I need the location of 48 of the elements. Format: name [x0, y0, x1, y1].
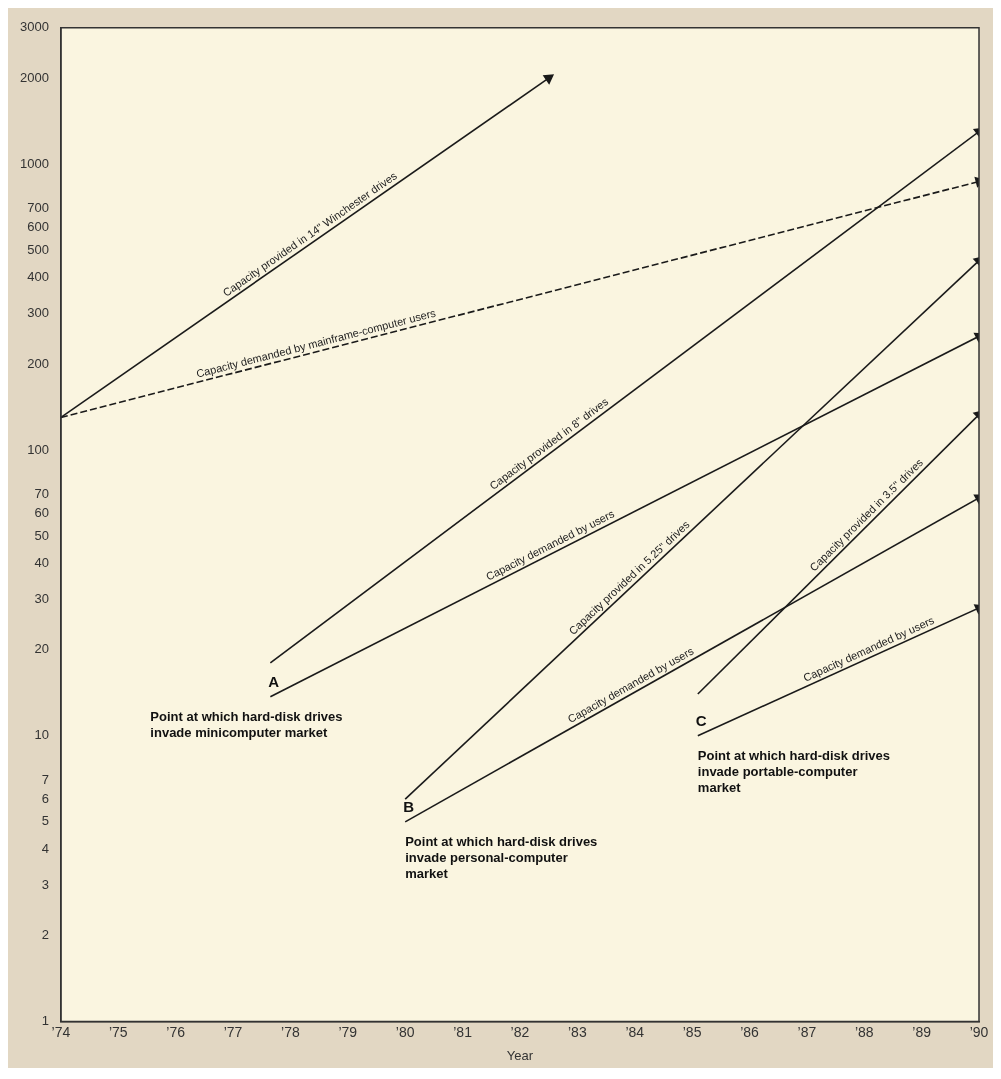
y-tick-label: 60 [34, 504, 49, 520]
x-tick-label: ’85 [682, 1023, 702, 1040]
y-tick-label: 600 [27, 219, 49, 235]
x-tick-label: ’77 [223, 1023, 243, 1040]
y-tick-label: 300 [27, 305, 49, 321]
x-tick-label: ’88 [854, 1023, 874, 1040]
y-tick-label: 5 [41, 813, 49, 829]
y-tick-label: 1 [41, 1013, 49, 1029]
y-tick-label: 50 [34, 527, 49, 543]
x-tick-label: ’79 [338, 1023, 358, 1040]
x-tick-label: ’84 [625, 1023, 645, 1040]
y-tick-label: 500 [27, 241, 49, 257]
y-tick-label: 100 [27, 441, 49, 457]
x-tick-label: ’74 [51, 1023, 71, 1040]
y-tick-label: 400 [27, 269, 49, 285]
x-tick-label: ’80 [395, 1023, 415, 1040]
y-tick-label: 6 [41, 790, 49, 806]
y-tick-label: 700 [27, 200, 49, 216]
annotation: Point at which hard-disk drives invade minicomputer market [150, 708, 343, 740]
x-tick-label: ’83 [568, 1023, 587, 1040]
annotation: A [268, 673, 280, 691]
annotation: C [695, 712, 707, 730]
annotation: B [403, 798, 415, 816]
y-tick-label: 2 [41, 927, 49, 943]
x-tick-label: ’76 [166, 1023, 186, 1040]
x-tick-label: ’90 [969, 1023, 989, 1040]
y-tick-label: 3000 [20, 19, 49, 35]
y-tick-label: 7 [41, 771, 49, 787]
x-axis-title: Year [506, 1047, 534, 1063]
x-tick-label: ’89 [912, 1023, 932, 1040]
y-tick-label: 70 [34, 485, 49, 501]
y-tick-label: 10 [34, 727, 49, 743]
y-tick-label: 2000 [20, 69, 49, 85]
x-tick-label: ’87 [797, 1023, 817, 1040]
y-tick-label: 4 [41, 841, 49, 857]
y-tick-label: 20 [34, 641, 49, 657]
x-tick-label: ’81 [453, 1023, 473, 1040]
y-tick-label: 200 [27, 355, 49, 371]
x-tick-label: ’78 [281, 1023, 300, 1040]
x-tick-label: ’82 [510, 1023, 530, 1040]
x-tick-label: ’75 [108, 1023, 128, 1040]
y-tick-label: 3 [41, 876, 49, 892]
x-tick-label: ’86 [740, 1023, 760, 1040]
y-tick-label: 30 [34, 591, 49, 606]
annotation: Point at which hard-disk drives invade personal-computer market [405, 833, 598, 881]
y-tick-label: 40 [34, 555, 49, 571]
y-tick-label: 1000 [20, 155, 49, 171]
annotation: Point at which hard-disk drives invade portable-computer market [697, 747, 890, 795]
